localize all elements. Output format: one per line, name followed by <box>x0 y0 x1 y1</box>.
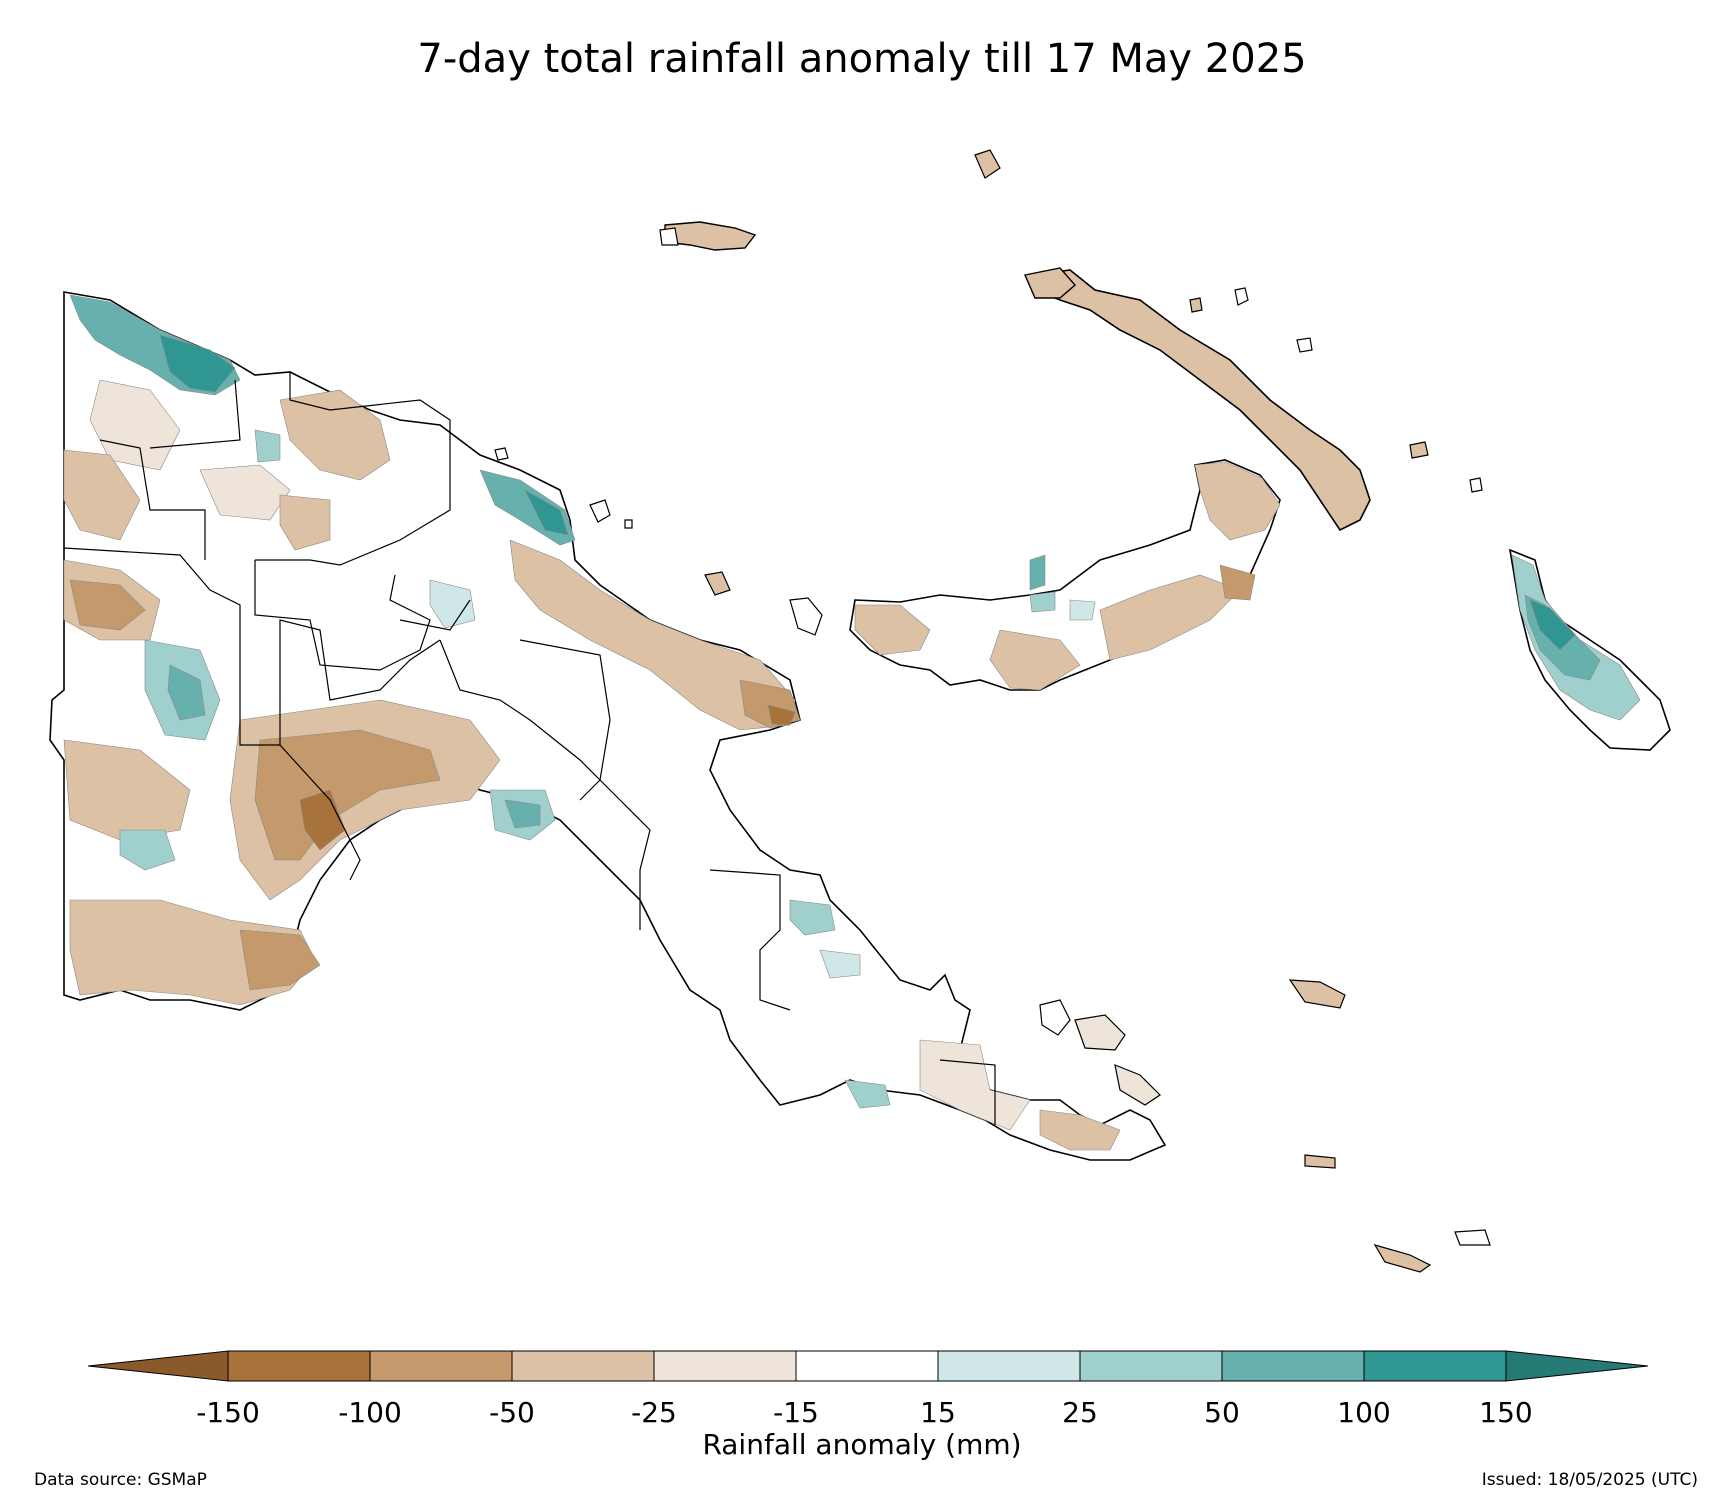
new-hanover <box>1024 267 1076 299</box>
anomaly-shading-new-britain <box>854 461 1281 691</box>
colorbar-tick-label: 50 <box>1204 1396 1240 1429</box>
feni-island <box>1409 441 1429 459</box>
colorbar-tick-label: 150 <box>1479 1396 1533 1429</box>
woodlark-island <box>1304 1154 1336 1169</box>
anomaly-shading-mainland <box>63 294 1121 1151</box>
fergusson-island <box>1074 1014 1126 1051</box>
province-boundaries <box>63 372 996 1125</box>
colorbar-tick-label: -100 <box>338 1396 402 1429</box>
new-ireland <box>1034 269 1371 532</box>
issued-date-note: Issued: 18/05/2025 (UTC) <box>1481 1470 1698 1490</box>
colorbar-bin <box>795 1350 939 1382</box>
colorbar-bin <box>511 1350 655 1382</box>
data-source-note: Data source: GSMaP <box>34 1470 207 1490</box>
karkar-island <box>589 499 611 523</box>
colorbar-tick-label: -25 <box>631 1396 677 1429</box>
manus-east <box>659 227 679 246</box>
colorbar-tick-label: 25 <box>1062 1396 1098 1429</box>
colorbar-tick-label: 100 <box>1337 1396 1391 1429</box>
west-island-b <box>624 519 633 529</box>
colorbar-tick-label: -50 <box>489 1396 535 1429</box>
colorbar-bin <box>369 1350 513 1382</box>
goodenough-island <box>1039 999 1071 1036</box>
colorbar-bin <box>1221 1350 1365 1382</box>
mussau-island <box>974 149 1001 179</box>
tabar-island <box>1234 287 1249 306</box>
colorbar-bin <box>1079 1350 1223 1382</box>
lihir-island <box>1296 337 1313 353</box>
colorbar-bin <box>227 1350 371 1382</box>
anomaly-shading-bougainville <box>1511 554 1641 721</box>
lavongai-small <box>1189 297 1203 313</box>
misima-island <box>1454 1229 1491 1246</box>
normanby-island <box>1114 1064 1161 1106</box>
colorbar-bin <box>1363 1350 1507 1382</box>
colorbar-extend-low <box>87 1350 229 1382</box>
nissan-island <box>1469 477 1483 493</box>
colorbar <box>87 1350 1649 1382</box>
colorbar-bin <box>653 1350 797 1382</box>
long-island <box>789 597 823 636</box>
umboi-island <box>704 571 731 596</box>
colorbar-tick-label: -150 <box>196 1396 260 1429</box>
rainfall-anomaly-map <box>49 149 1671 1273</box>
colorbar-bin <box>937 1350 1081 1382</box>
colorbar-extend-high <box>1505 1350 1649 1382</box>
trobriand-islands <box>1288 979 1346 1009</box>
colorbar-tick-label: 15 <box>920 1396 956 1429</box>
map-title: 7-day total rainfall anomaly till 17 May… <box>417 36 1307 82</box>
colorbar-title: Rainfall anomaly (mm) <box>702 1428 1022 1461</box>
colorbar-tick-label: -15 <box>773 1396 819 1429</box>
west-island-a <box>494 447 509 461</box>
rossel-island <box>1373 1244 1432 1273</box>
